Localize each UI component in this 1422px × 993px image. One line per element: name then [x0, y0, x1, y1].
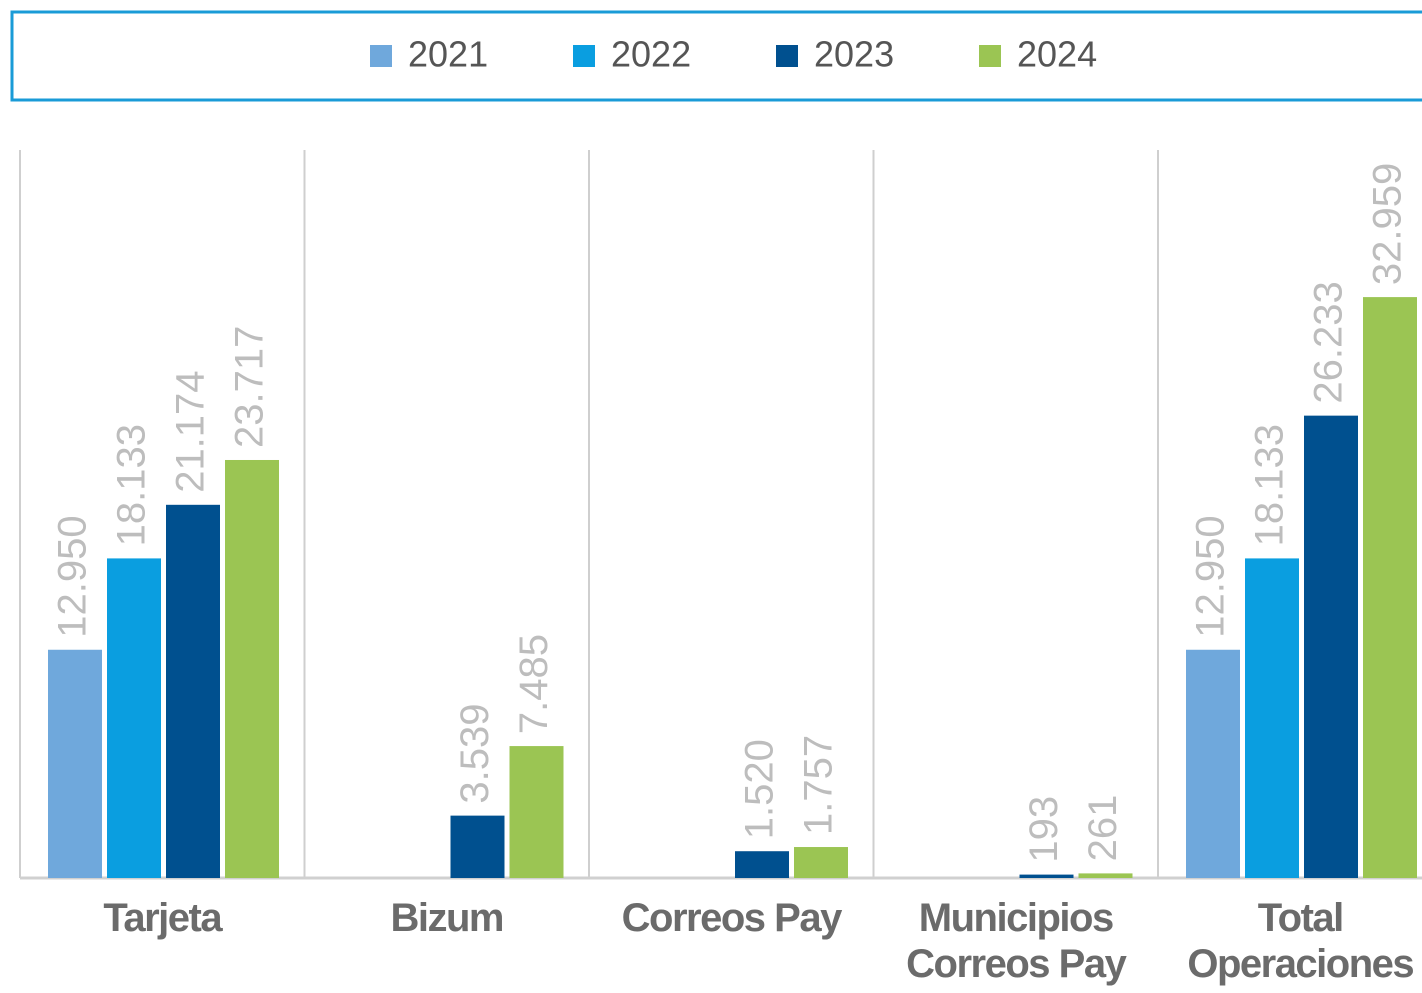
bar	[1363, 297, 1417, 878]
value-label: 12.950	[51, 515, 95, 637]
legend-swatch	[370, 45, 392, 67]
value-label: 23.717	[228, 326, 272, 448]
bar	[1186, 649, 1240, 878]
legend-label: 2022	[611, 34, 691, 75]
category-label: Bizum	[390, 896, 505, 940]
bar	[166, 504, 220, 878]
category-label: Municipios Correos Pay	[906, 896, 1127, 986]
value-label: 26.233	[1307, 281, 1351, 403]
category-label: Correos Pay	[621, 896, 843, 940]
bar	[107, 558, 161, 878]
bar	[794, 847, 848, 878]
bar	[1078, 873, 1133, 878]
legend-swatch	[573, 45, 595, 67]
value-label: 32.959	[1366, 163, 1410, 285]
value-label: 18.133	[1248, 424, 1292, 546]
category-label: Tarjeta	[103, 896, 222, 940]
legend-label: 2021	[408, 34, 488, 75]
value-label: 193	[1022, 796, 1066, 863]
legend-label: 2024	[1017, 34, 1097, 75]
bar	[1304, 415, 1358, 878]
bar	[509, 746, 564, 878]
bar	[450, 815, 505, 878]
bar	[48, 649, 102, 878]
legend-label: 2023	[814, 34, 894, 75]
legend-box	[10, 10, 1422, 102]
value-label: 1.757	[797, 735, 841, 835]
bar	[1019, 874, 1074, 878]
value-label: 3.539	[453, 704, 497, 804]
value-label: 7.485	[512, 634, 556, 734]
category-label: Total Operaciones	[1187, 896, 1414, 986]
value-label: 261	[1081, 795, 1125, 862]
value-label: 12.950	[1189, 515, 1233, 637]
legend-swatch	[776, 45, 798, 67]
value-label: 1.520	[738, 739, 782, 839]
value-label: 21.174	[169, 370, 213, 492]
bar	[735, 851, 789, 878]
legend-swatch	[979, 45, 1001, 67]
bar	[225, 459, 279, 878]
bar	[1245, 558, 1299, 878]
value-label: 18.133	[110, 424, 154, 546]
